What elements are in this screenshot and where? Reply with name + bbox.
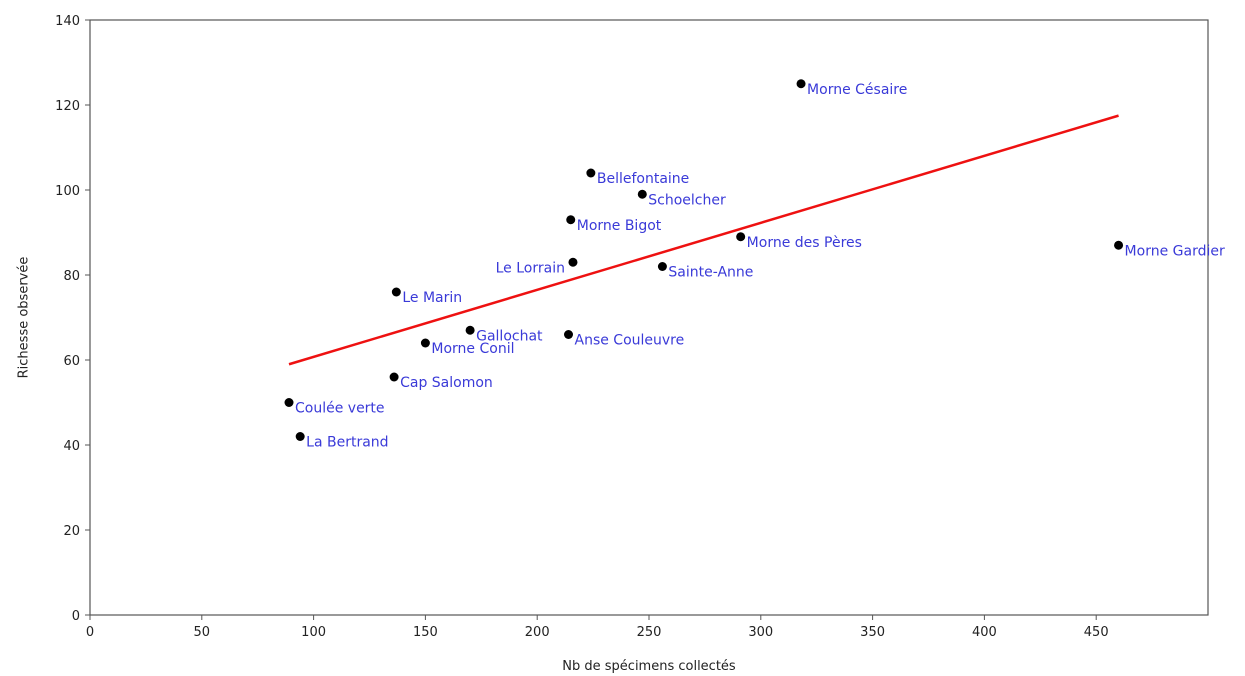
data-point (566, 215, 576, 225)
point-label: Morne Césaire (807, 82, 907, 98)
x-tick-label: 100 (301, 625, 326, 640)
trendline (288, 114, 1119, 366)
y-tick-label: 120 (55, 99, 80, 114)
point-label: Morne Bigot (577, 218, 662, 234)
data-point (465, 325, 475, 335)
point-label: Schoelcher (648, 192, 726, 208)
x-tick-label: 150 (413, 625, 438, 640)
y-tick-label: 140 (55, 14, 80, 29)
point-label: Coulée verte (295, 401, 385, 417)
point-label: Gallochat (476, 328, 543, 344)
point-label: Morne des Pères (747, 235, 862, 251)
point-label: Le Lorrain (496, 260, 565, 276)
data-point (420, 338, 430, 348)
data-point (637, 189, 647, 199)
trendline-group (288, 114, 1119, 366)
y-tick-label: 40 (63, 439, 80, 454)
point-labels: Morne Césaire Bellefontaine Schoelcher Morn… (295, 82, 1225, 451)
x-tick-label: 50 (194, 625, 211, 640)
data-point (1114, 240, 1124, 250)
data-point (389, 372, 399, 382)
x-tick-label: 450 (1084, 625, 1109, 640)
data-point (796, 79, 806, 89)
data-point (568, 257, 578, 267)
data-point (284, 398, 294, 407)
y-tick-label: 80 (63, 269, 80, 284)
point-label: Anse Couleuvre (575, 333, 685, 349)
x-tick-label: 400 (972, 625, 997, 640)
x-tick-label: 300 (748, 625, 773, 640)
data-point (736, 232, 746, 242)
plot-frame (89, 19, 1209, 616)
x-tick-label: 200 (525, 625, 550, 640)
y-tick-label: 60 (63, 354, 80, 369)
data-point (295, 432, 305, 441)
data-point (391, 287, 401, 297)
x-tick-label: 0 (86, 625, 94, 640)
x-tick-label: 350 (860, 625, 885, 640)
x-tick-label: 250 (637, 625, 662, 640)
data-point (586, 168, 596, 178)
y-tick-label: 20 (63, 524, 80, 539)
axes: 0 50 100 150 200 250 300 350 400 450 0 20 40 60 80 100 1… (55, 14, 1209, 640)
point-label: Morne Conil (431, 341, 514, 357)
point-label: Morne Gardier (1125, 243, 1225, 259)
point-label: Sainte-Anne (668, 265, 753, 281)
y-axis-title: Richesse observée (17, 257, 32, 379)
point-label: Cap Salomon (400, 375, 493, 391)
point-label: Bellefontaine (597, 171, 689, 187)
data-point (657, 262, 667, 271)
y-tick-label: 100 (55, 184, 80, 199)
y-tick-label: 0 (72, 609, 80, 624)
point-label: Le Marin (402, 290, 462, 306)
data-points (284, 79, 1124, 441)
x-axis-title: Nb de spécimens collectés (562, 659, 736, 674)
data-point (564, 330, 574, 339)
point-label: La Bertrand (306, 435, 388, 451)
